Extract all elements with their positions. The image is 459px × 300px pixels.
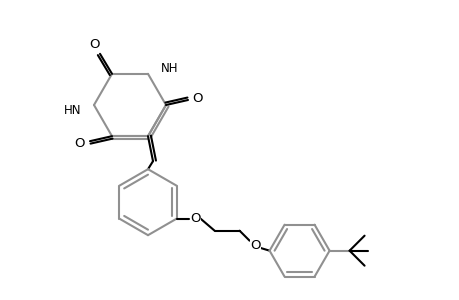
- Text: O: O: [74, 137, 85, 150]
- Text: NH: NH: [161, 62, 178, 75]
- Text: O: O: [250, 239, 260, 252]
- Text: O: O: [190, 212, 201, 225]
- Text: O: O: [192, 92, 203, 104]
- Text: HN: HN: [63, 103, 81, 116]
- Text: O: O: [90, 38, 100, 51]
